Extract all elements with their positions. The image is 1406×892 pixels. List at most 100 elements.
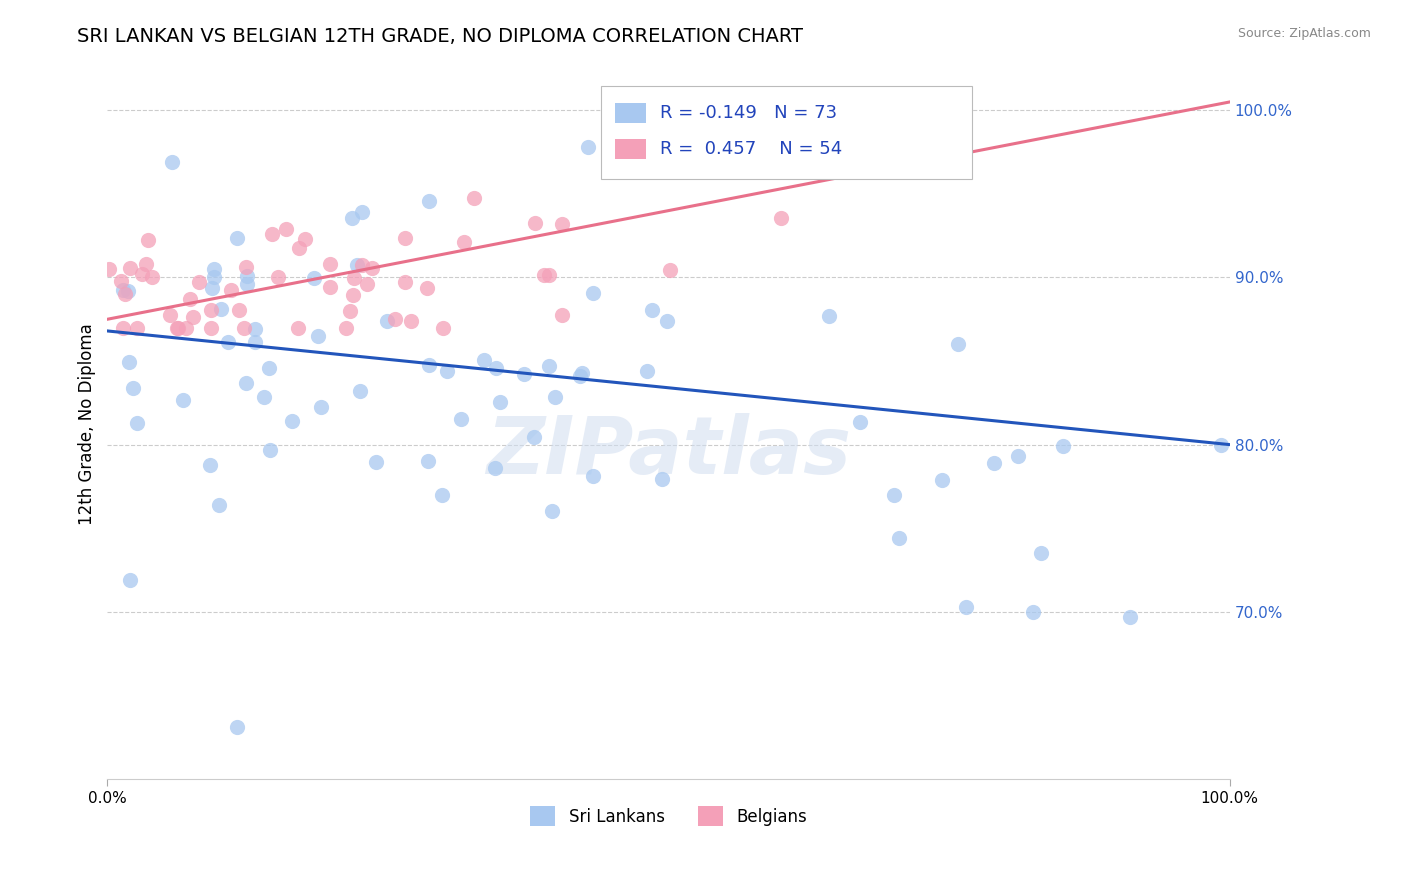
Point: [201, 281, 224, 295]
Point: [245, 334, 267, 349]
Point: [187, 275, 209, 289]
Text: R =  0.457    N = 54: R = 0.457 N = 54: [659, 140, 842, 158]
Point: [235, 376, 257, 391]
Point: [179, 292, 201, 306]
Point: [576, 140, 599, 154]
Point: [394, 275, 416, 289]
Point: [342, 271, 364, 285]
Point: [415, 280, 437, 294]
Point: [377, 314, 399, 328]
Point: [114, 286, 136, 301]
Point: [983, 456, 1005, 470]
Point: [288, 241, 311, 255]
Point: [955, 600, 977, 615]
Point: [489, 395, 512, 409]
Point: [319, 256, 342, 270]
Point: [135, 257, 157, 271]
Point: [262, 227, 284, 241]
Point: [636, 364, 658, 378]
Point: [523, 430, 546, 444]
Point: [131, 267, 153, 281]
Point: [207, 498, 229, 512]
Point: [198, 458, 221, 473]
Point: [120, 573, 142, 587]
Point: [167, 320, 190, 334]
Point: [655, 314, 678, 328]
Point: [1209, 438, 1232, 452]
Point: [245, 321, 267, 335]
FancyBboxPatch shape: [602, 87, 972, 178]
Y-axis label: 12th Grade, No Diploma: 12th Grade, No Diploma: [79, 323, 96, 524]
Point: [463, 191, 485, 205]
Point: [1052, 439, 1074, 453]
Point: [644, 145, 666, 159]
Point: [259, 442, 281, 457]
Point: [252, 391, 274, 405]
Point: [485, 361, 508, 376]
Point: [209, 301, 232, 316]
Point: [98, 261, 121, 276]
Point: [931, 474, 953, 488]
Point: [849, 415, 872, 429]
Point: [350, 259, 373, 273]
Point: [225, 230, 247, 244]
Point: [159, 308, 181, 322]
Point: [287, 320, 309, 334]
Point: [416, 454, 439, 468]
Legend: Sri Lankans, Belgians: Sri Lankans, Belgians: [522, 797, 815, 835]
Point: [202, 269, 225, 284]
Point: [117, 284, 139, 298]
Point: [125, 416, 148, 430]
Text: SRI LANKAN VS BELGIAN 12TH GRADE, NO DIPLOMA CORRELATION CHART: SRI LANKAN VS BELGIAN 12TH GRADE, NO DIP…: [77, 27, 803, 45]
Point: [551, 217, 574, 231]
Point: [318, 280, 340, 294]
Point: [136, 233, 159, 247]
Point: [523, 216, 546, 230]
Point: [127, 320, 149, 334]
Point: [399, 314, 422, 328]
Point: [418, 358, 440, 372]
Point: [226, 720, 249, 734]
Point: [436, 364, 458, 378]
Point: [1022, 605, 1045, 619]
Point: [236, 268, 259, 283]
Point: [257, 360, 280, 375]
Point: [200, 303, 222, 318]
Text: ZIPatlas: ZIPatlas: [486, 413, 851, 491]
Point: [946, 337, 969, 351]
Point: [200, 320, 222, 334]
Point: [176, 320, 198, 334]
Point: [235, 260, 257, 274]
Text: R = -0.149   N = 73: R = -0.149 N = 73: [659, 104, 837, 122]
Point: [659, 263, 682, 277]
Point: [172, 392, 194, 407]
Point: [141, 269, 163, 284]
Bar: [614, 103, 647, 123]
Point: [450, 412, 472, 426]
Point: [818, 310, 841, 324]
Point: [533, 268, 555, 282]
Point: [346, 258, 368, 272]
Point: [889, 531, 911, 545]
Point: [232, 320, 254, 334]
Point: [883, 488, 905, 502]
Point: [335, 320, 357, 334]
Point: [769, 211, 792, 225]
Point: [640, 302, 662, 317]
Point: [571, 367, 593, 381]
Point: [430, 488, 453, 502]
Point: [202, 262, 225, 277]
Point: [472, 353, 495, 368]
Point: [112, 320, 135, 334]
Point: [217, 334, 239, 349]
Point: [1031, 546, 1053, 560]
Point: [544, 391, 567, 405]
Point: [111, 283, 134, 297]
Point: [384, 311, 406, 326]
Point: [1007, 450, 1029, 464]
Point: [118, 261, 141, 276]
Point: [339, 304, 361, 318]
Point: [541, 504, 564, 518]
Point: [394, 231, 416, 245]
Point: [267, 270, 290, 285]
